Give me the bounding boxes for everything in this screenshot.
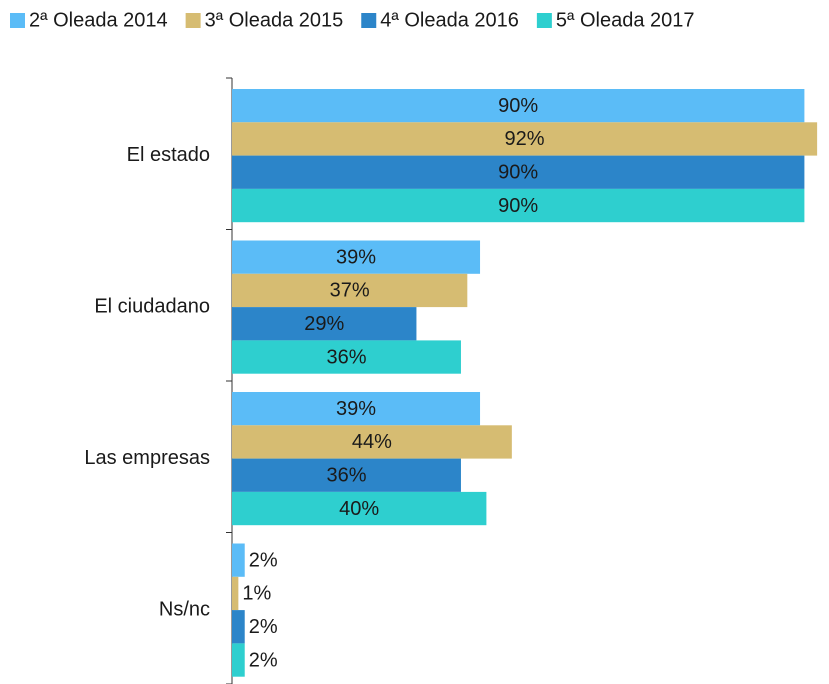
value-label: 40%	[339, 498, 379, 520]
legend-label: 2ª Oleada 2014	[29, 9, 168, 31]
value-label: 90%	[498, 95, 538, 117]
value-label: 39%	[336, 398, 376, 420]
bar	[232, 155, 805, 189]
value-label: 44%	[352, 431, 392, 453]
value-label: 36%	[326, 346, 366, 368]
value-label: 2%	[249, 649, 278, 671]
bar	[232, 240, 481, 274]
value-label: 37%	[330, 280, 370, 302]
value-label: 2%	[249, 616, 278, 638]
value-label: 90%	[498, 195, 538, 217]
legend-swatch	[361, 13, 377, 28]
legend-label: 4ª Oleada 2016	[380, 9, 519, 31]
category-label: El ciudadano	[94, 295, 210, 317]
category-label: El estado	[127, 144, 210, 166]
bar	[232, 273, 468, 308]
legend-label: 5ª Oleada 2017	[556, 9, 695, 31]
value-label: 39%	[336, 246, 376, 268]
category-label: Las empresas	[84, 447, 210, 469]
bar	[232, 122, 818, 156]
bar	[232, 340, 461, 374]
bar	[232, 576, 239, 611]
bar	[232, 543, 245, 577]
value-label: 1%	[242, 583, 271, 605]
bar	[232, 610, 245, 644]
legend-swatch	[10, 13, 25, 28]
value-label: 2%	[249, 549, 278, 571]
legend-label: 3ª Oleada 2015	[205, 9, 344, 31]
value-label: 36%	[326, 465, 366, 487]
legend-swatch	[185, 13, 201, 28]
value-label: 92%	[505, 128, 545, 150]
bar	[232, 392, 481, 426]
bar	[232, 425, 512, 459]
bar	[232, 89, 805, 123]
bar	[232, 491, 487, 526]
bar	[232, 307, 417, 341]
bar	[232, 188, 805, 223]
legend-swatch	[536, 13, 552, 28]
bar	[232, 643, 245, 677]
value-label: 90%	[498, 162, 538, 184]
bar	[232, 458, 461, 492]
value-label: 29%	[304, 313, 344, 335]
category-label: Ns/nc	[159, 598, 210, 620]
